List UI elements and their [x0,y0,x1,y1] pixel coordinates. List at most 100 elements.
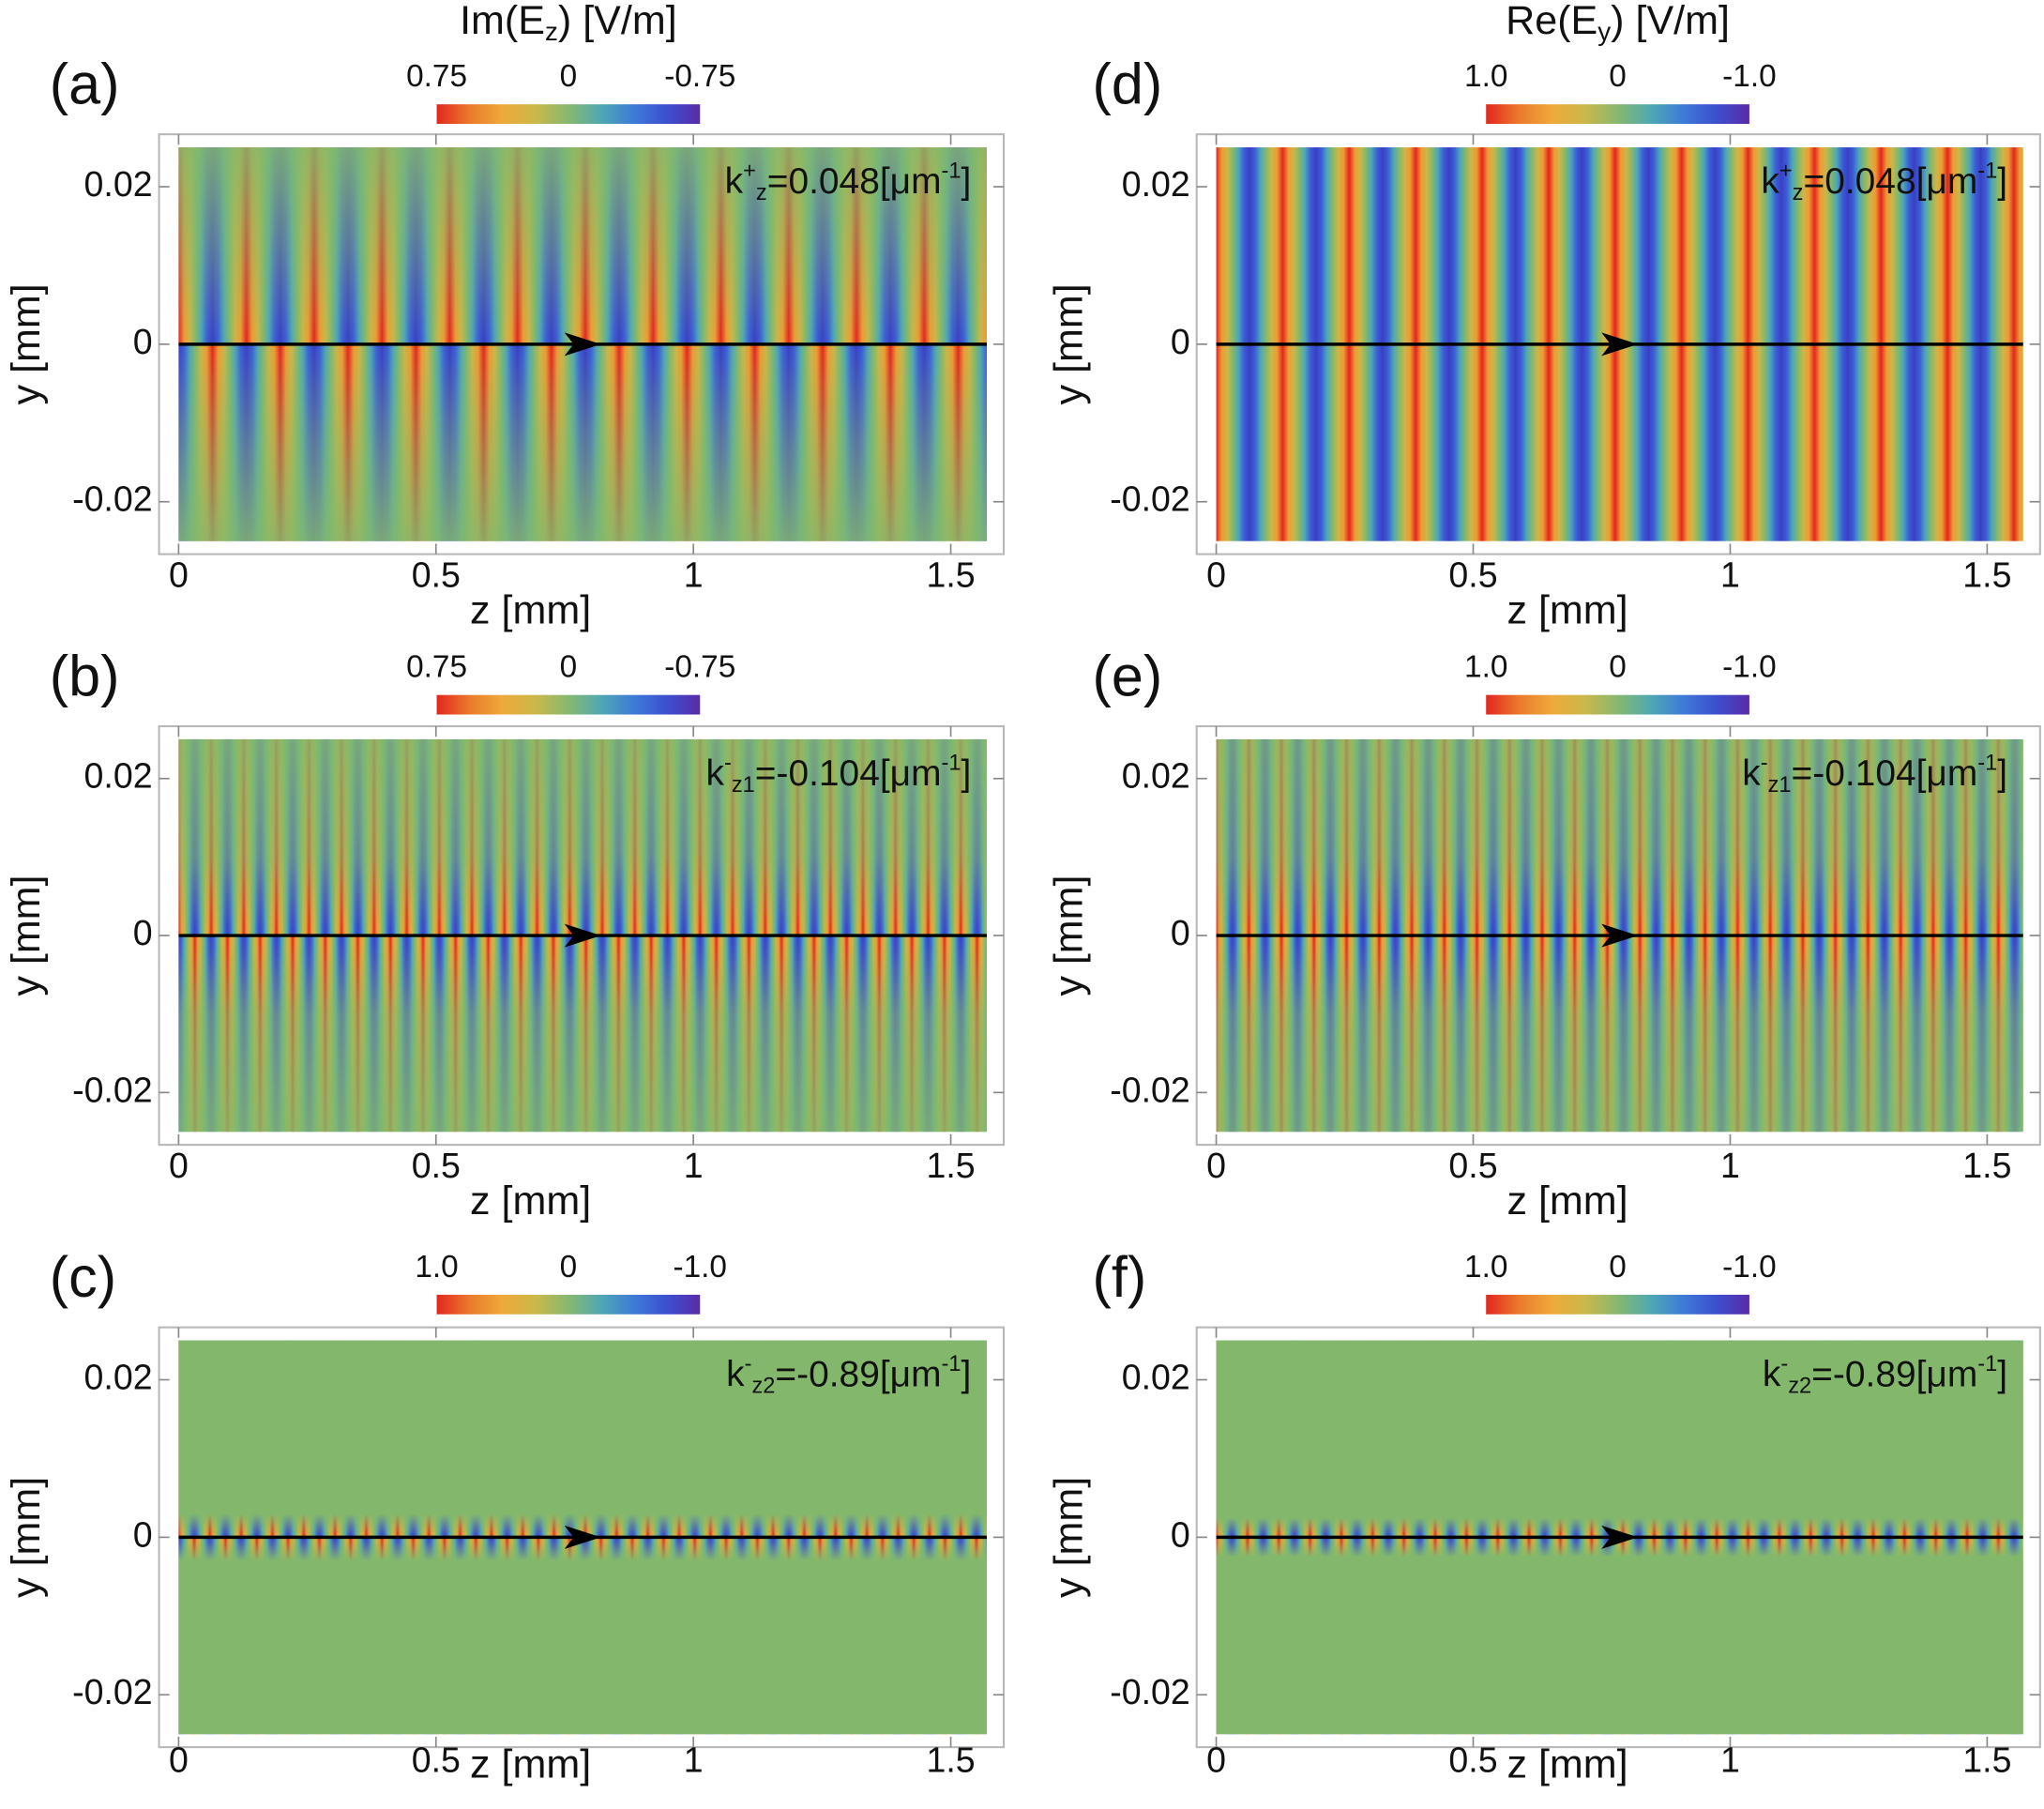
colorbar-tick-label: 1.0 [1464,1250,1507,1285]
y-tick-label: 0 [1171,1514,1190,1554]
x-tick-label: 0 [169,555,189,595]
ann-sub: z2 [1788,1375,1811,1399]
y-tick-label: 0.02 [84,164,153,204]
colorbar [1486,694,1749,715]
arrow-head [564,332,601,357]
ann-close: ] [961,753,971,794]
x-tick-label: 1 [1720,1741,1740,1780]
panel-label: (c) [50,1245,116,1309]
ann-eq: = [775,1355,796,1395]
ann-sub: z2 [751,1375,775,1399]
x-tick-label: 1 [684,1146,704,1185]
ann-unit: [μm [880,161,942,202]
ann-eq: = [1792,753,1813,794]
x-axis-label: z [mm] [470,1741,591,1786]
x-tick-label: 0 [169,1741,189,1780]
title-end: ) [V/m] [1611,0,1730,43]
panel-label: (d) [1093,53,1163,116]
panel: 0 0.5 1 1.5 -0.02 0 0.02 z [mm] y [mm] (f) 1.0 0 -1.… [1047,1245,2041,1786]
ann-sup: - [745,1352,752,1376]
colorbar-tick-label: -1.0 [1722,650,1776,685]
x-axis-label: z [mm] [1507,1178,1628,1224]
ann-symbol: k [1763,1355,1781,1395]
title-sub: z [545,17,558,46]
x-axis-label: z [mm] [1507,1741,1628,1786]
panel: 0 0.5 1 1.5 -0.02 0 0.02 z [mm] y [mm] (c) 1.0 0 -1.… [4,1245,1006,1786]
y-axis-label: y [mm] [4,874,49,996]
ann-symbol: k [726,1355,745,1395]
ann-close: ] [1997,161,2007,202]
y-tick-label: -0.02 [72,1070,153,1109]
title-sub: y [1597,17,1611,46]
arrow-head [564,923,601,948]
x-axis-label: z [mm] [1507,588,1628,633]
y-axis-label: y [mm] [1047,1477,1092,1598]
y-axis-label: y [mm] [1047,283,1092,404]
colorbar-tick-label: -1.0 [1722,1250,1776,1285]
colorbar-tick-label: -0.75 [664,59,735,94]
y-axis-label: y [mm] [1047,874,1092,996]
wavenumber-annotation: k-z2=-0.89[μm-1] [726,1352,971,1399]
y-tick-label: 0.02 [84,756,153,796]
colorbar-title: Re(Ey) [V/m] [1506,0,1730,46]
colorbar-tick-label: 1.0 [1464,59,1507,94]
ann-unit: [μm [1916,753,1978,794]
colorbar-tick-label: 0 [560,59,578,94]
x-tick-label: 0.5 [412,1146,461,1185]
y-tick-label: 0 [1171,322,1190,361]
wavenumber-annotation: k+z=0.048[μm-1] [725,160,972,206]
y-tick-label: -0.02 [1110,1070,1190,1109]
x-tick-label: 0 [169,1146,189,1185]
panel: 0 0.5 1 1.5 -0.02 0 0.02 z [mm] y [mm] (a) 0.75 0 -0… [4,0,1006,633]
colorbar-tick-label: 1.0 [1464,650,1507,685]
ann-sup: - [1780,1352,1788,1376]
ann-unit: [μm [880,753,942,794]
ann-close: ] [1997,753,2007,794]
x-axis-label: z [mm] [470,1178,591,1224]
ann-sup: + [743,160,756,184]
colorbar-tick-label: 0.75 [406,59,467,94]
ann-symbol: k [706,753,725,794]
ann-unit: [μm [880,1355,942,1395]
colorbar-tick-label: 0 [560,650,578,685]
ann-unit-sup: -1 [1977,1352,1997,1376]
ann-unit: [μm [1916,161,1978,202]
colorbar-tick-label: 0 [560,1250,578,1285]
colorbar-tick-label: -1.0 [1722,59,1776,94]
colorbar-title: Im(Ez) [V/m] [460,0,677,46]
ann-sub: z [756,181,767,205]
arrow-head [1601,332,1639,357]
y-axis-label: y [mm] [4,1477,49,1598]
x-tick-label: 1.5 [1962,1741,2011,1780]
x-tick-label: 1.5 [1962,1146,2011,1185]
ann-value: -0.89 [796,1355,880,1395]
ann-eq: = [1811,1355,1833,1395]
ann-symbol: k [1761,161,1779,202]
y-tick-label: -0.02 [72,479,153,519]
ann-symbol: k [1742,753,1761,794]
ann-unit-sup: -1 [941,752,961,776]
ann-eq: = [1804,161,1825,202]
x-tick-label: 0.5 [1448,1741,1497,1780]
x-tick-label: 0 [1206,1146,1226,1185]
x-tick-label: 0 [1206,1741,1226,1780]
x-tick-label: 1 [1720,555,1740,595]
wavenumber-annotation: k+z=0.048[μm-1] [1761,160,2007,206]
y-tick-label: 0 [133,913,153,952]
x-tick-label: 0 [1206,555,1226,595]
title-main: Im(E [460,0,545,43]
x-tick-label: 0.5 [412,555,461,595]
x-tick-label: 0.5 [1448,555,1497,595]
arrow-head [1601,1525,1639,1549]
ann-close: ] [1997,1355,2007,1395]
ann-sub: z1 [732,773,755,798]
ann-eq: = [767,161,789,202]
ann-close: ] [961,1355,971,1395]
ann-sup: + [1779,160,1793,184]
x-axis-label: z [mm] [470,588,591,633]
x-tick-label: 0.5 [412,1741,461,1780]
colorbar-tick-label: 0 [1609,650,1627,685]
x-tick-label: 1.5 [926,555,975,595]
panel-label: (e) [1093,645,1163,708]
y-tick-label: 0 [133,322,153,361]
